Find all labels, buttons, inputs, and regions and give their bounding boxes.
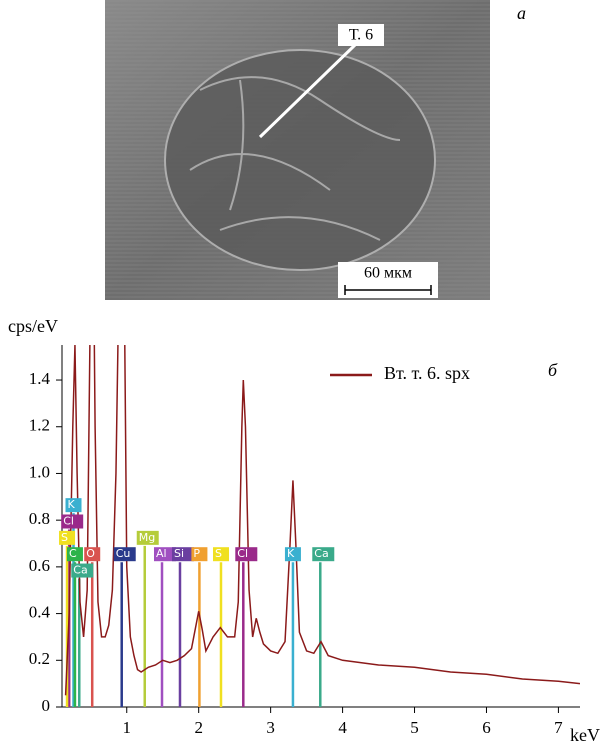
element-tag: [136, 530, 159, 545]
y-tick-label: 0.2: [29, 649, 50, 668]
element-tag: [71, 563, 94, 578]
y-tick-label: 0: [42, 696, 51, 715]
element-tag: [212, 547, 229, 562]
legend-label: Вт. т. 6. spx: [384, 363, 470, 383]
x-tick-label: 3: [266, 718, 275, 737]
x-tick-label: 5: [410, 718, 419, 737]
x-tick-label: 2: [194, 718, 203, 737]
spectrum-line: [64, 345, 580, 696]
x-tick-label: 4: [338, 718, 347, 737]
element-label: K: [68, 498, 76, 511]
y-tick-label: 1.4: [29, 369, 51, 388]
element-tag: [59, 530, 76, 545]
element-tag: [284, 547, 301, 562]
y-tick-label: 0.6: [29, 556, 50, 575]
y-tick-label: 0.4: [29, 602, 51, 621]
element-tag: [154, 547, 177, 562]
element-label: P: [193, 547, 200, 560]
element-label: Si: [174, 547, 184, 560]
point-label: Т. 6: [349, 27, 373, 44]
element-label: S: [215, 547, 222, 560]
y-tick-label: 1.2: [29, 416, 50, 435]
x-axis-label: keV: [570, 725, 600, 745]
element-tag: [171, 547, 194, 562]
element-label: Cl: [63, 515, 74, 528]
element-tag: [312, 547, 335, 562]
element-label: S: [61, 531, 68, 544]
element-label: Mg: [139, 531, 155, 544]
y-axis-label: cps/eV: [8, 316, 58, 336]
element-tag: [113, 547, 136, 562]
element-label: Cl: [237, 547, 248, 560]
element-label: Cu: [116, 547, 131, 560]
x-tick-label: 1: [123, 718, 132, 737]
element-label: Al: [156, 547, 167, 560]
element-tag: [66, 547, 83, 562]
element-label: Ca: [314, 547, 328, 560]
scale-label: 60 мкм: [364, 265, 412, 282]
element-label: Ca: [73, 564, 87, 577]
x-tick-label: 7: [554, 718, 563, 737]
x-tick-label: 6: [482, 718, 491, 737]
element-tag: [84, 547, 101, 562]
element-tag: [191, 547, 208, 562]
y-tick-label: 0.8: [29, 509, 50, 528]
element-label: C: [69, 547, 77, 560]
y-tick-label: 1.0: [29, 462, 50, 481]
element-tag: [61, 514, 84, 529]
element-label: O: [86, 547, 95, 560]
element-tag: [235, 547, 258, 562]
element-tag: [65, 498, 82, 513]
panel-label: а: [517, 3, 526, 23]
sem-image: Т. 6 60 мкм: [105, 0, 490, 300]
panel-label: б: [548, 360, 558, 380]
element-label: K: [287, 547, 295, 560]
